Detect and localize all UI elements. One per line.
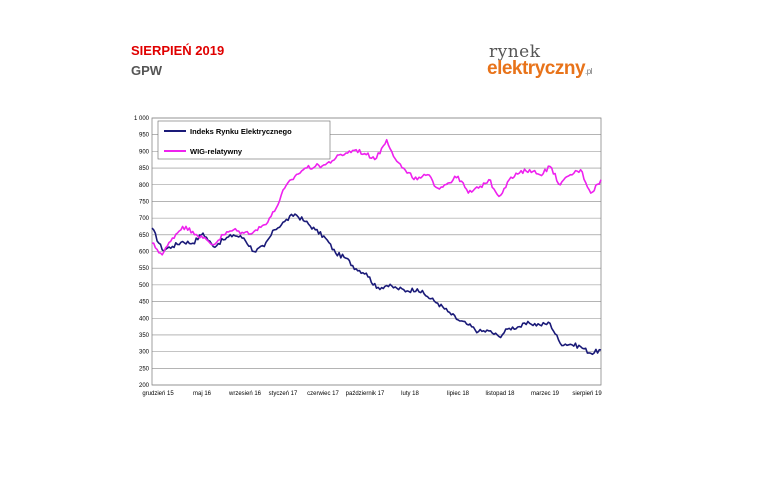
logo-word-main: elektryczny [487, 58, 586, 79]
y-tick-label: 300 [139, 350, 150, 356]
x-tick-label: lipiec 18 [447, 391, 470, 397]
legend-label-2: WIG-relatywny [190, 147, 243, 156]
series-layer [151, 138, 602, 356]
logo-tld: .pl [585, 67, 592, 76]
y-tick-label: 450 [139, 300, 150, 306]
y-tick-label: 700 [139, 216, 150, 222]
y-tick-label: 200 [139, 383, 150, 389]
x-tick-label: wrzesień 16 [228, 391, 262, 397]
series-line-2 [152, 138, 602, 256]
y-tick-label: 650 [139, 233, 150, 239]
y-tick-label: 850 [139, 166, 150, 172]
y-tick-label: 550 [139, 266, 150, 272]
x-tick-label: luty 18 [401, 391, 419, 397]
y-tick-label: 250 [139, 366, 150, 372]
y-tick-label: 950 [139, 133, 150, 139]
x-tick-label: grudzień 15 [142, 391, 174, 397]
y-tick-label: 350 [139, 333, 150, 339]
x-tick-label: styczeń 17 [269, 391, 298, 397]
y-tick-label: 600 [139, 250, 150, 256]
logo-word-top: rynek [489, 42, 541, 62]
page-subtitle: GPW [131, 63, 163, 78]
x-tick-label: maj 16 [193, 391, 212, 397]
y-tick-label: 800 [139, 183, 150, 189]
x-axis-ticks: grudzień 15 maj 16 wrzesień 16 styczeń 17 cz… [142, 391, 602, 397]
brand-logo: rynek elektryczny.pl [487, 42, 617, 84]
x-tick-label: marzec 19 [531, 391, 560, 397]
y-tick-label: 500 [139, 283, 150, 289]
logo-word-bottom: elektryczny.pl [487, 58, 592, 80]
y-tick-label: 900 [139, 149, 150, 155]
grid-layer [151, 117, 602, 386]
legend-label-1: Indeks Rynku Elektrycznego [190, 127, 292, 136]
x-tick-label: czerwiec 17 [307, 391, 339, 397]
y-axis-ticks: 1 000 950 900 850 800 750 700 650 600 550 500 450 40… [134, 116, 150, 389]
x-tick-label: sierpień 19 [572, 391, 602, 397]
x-tick-label: październik 17 [346, 391, 385, 397]
series-line-1 [151, 213, 602, 356]
y-tick-label: 1 000 [134, 116, 150, 122]
legend: Indeks Rynku Elektrycznego WIG-relatywny [157, 120, 331, 160]
page-title: SIERPIEŃ 2019 [131, 43, 225, 58]
y-tick-label: 750 [139, 199, 150, 205]
legend-box [157, 120, 331, 160]
x-tick-label: listopad 18 [485, 391, 515, 397]
y-tick-label: 400 [139, 316, 150, 322]
